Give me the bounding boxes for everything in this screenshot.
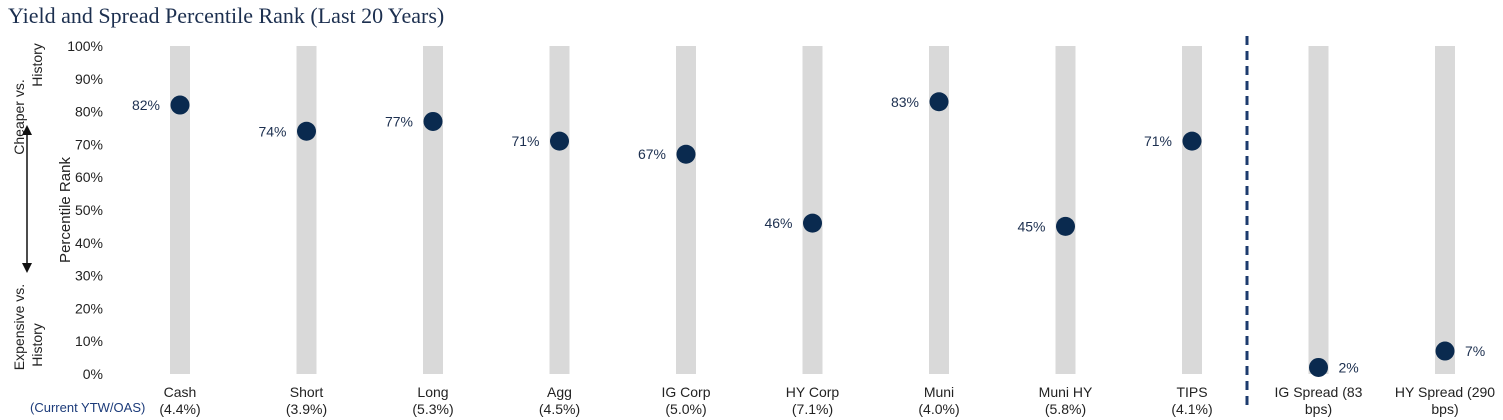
range-band	[296, 46, 317, 374]
data-label: 82%	[132, 97, 160, 113]
data-point	[676, 144, 696, 164]
arrow-down-icon	[22, 263, 32, 273]
data-point	[1309, 357, 1328, 377]
category-sublabel: bps)	[1305, 401, 1332, 417]
expensive-label-line2: History	[29, 323, 45, 367]
y-axis-title: Percentile Rank	[57, 157, 74, 263]
y-tick-label: 100%	[67, 38, 103, 54]
category-sublabel: (5.3%)	[412, 401, 453, 417]
range-band	[929, 46, 949, 374]
range-band	[1055, 46, 1076, 374]
range-band	[676, 46, 696, 374]
x-subtitle: (Current YTW/OAS)	[30, 400, 145, 415]
data-label: 2%	[1339, 359, 1359, 375]
y-tick-label: 30%	[75, 268, 103, 284]
y-tick-label: 50%	[75, 202, 103, 218]
category-label: Long	[417, 384, 448, 400]
arrow-up-icon	[22, 125, 32, 135]
data-point	[297, 121, 316, 141]
category-label: HY Corp	[786, 384, 840, 400]
category-sublabel: (4.5%)	[539, 401, 580, 417]
range-band	[1308, 46, 1329, 374]
data-label: 71%	[511, 133, 539, 149]
y-tick-label: 20%	[75, 300, 103, 316]
data-label: 83%	[891, 94, 919, 110]
data-label: 45%	[1017, 218, 1045, 234]
data-label: 7%	[1465, 343, 1485, 359]
data-point	[423, 111, 443, 131]
category-label: Muni	[924, 384, 954, 400]
category-sublabel: bps)	[1431, 401, 1458, 417]
category-sublabel: (4.1%)	[1171, 401, 1212, 417]
category-label: HY Spread (290	[1395, 384, 1495, 400]
data-label: 67%	[638, 146, 666, 162]
category-label: Short	[290, 384, 324, 400]
y-tick-label: 60%	[75, 169, 103, 185]
range-band	[1182, 46, 1202, 374]
category-label: TIPS	[1176, 384, 1207, 400]
range-band	[802, 46, 823, 374]
data-point	[550, 131, 569, 151]
category-label: Cash	[164, 384, 197, 400]
data-point	[1056, 216, 1075, 236]
data-label: 71%	[1144, 133, 1172, 149]
y-tick-label: 10%	[75, 333, 103, 349]
cheaper-label-line2: History	[29, 43, 45, 87]
data-label: 46%	[764, 215, 792, 231]
category-sublabel: (4.0%)	[918, 401, 959, 417]
category-label: Muni HY	[1039, 384, 1093, 400]
y-tick-label: 80%	[75, 104, 103, 120]
y-tick-label: 40%	[75, 235, 103, 251]
category-label: IG Spread (83	[1275, 384, 1363, 400]
range-band	[549, 46, 570, 374]
category-sublabel: (7.1%)	[792, 401, 833, 417]
data-point	[1435, 341, 1455, 361]
chart-title: Yield and Spread Percentile Rank (Last 2…	[8, 3, 445, 28]
data-point	[1182, 131, 1202, 151]
y-tick-label: 90%	[75, 71, 103, 87]
data-label: 77%	[385, 113, 413, 129]
range-band	[423, 46, 443, 374]
y-tick-label: 0%	[83, 366, 103, 382]
range-band	[1435, 46, 1455, 374]
range-band	[170, 46, 190, 374]
category-sublabel: (4.4%)	[159, 401, 200, 417]
data-point	[803, 213, 822, 233]
category-sublabel: (3.9%)	[286, 401, 327, 417]
cheaper-label-line1: Cheaper vs.	[11, 79, 27, 154]
category-label: Agg	[547, 384, 572, 400]
category-sublabel: (5.8%)	[1045, 401, 1086, 417]
category-sublabel: (5.0%)	[665, 401, 706, 417]
data-point	[929, 92, 949, 112]
y-tick-label: 70%	[75, 136, 103, 152]
expensive-label-line1: Expensive vs.	[11, 284, 27, 370]
data-label: 74%	[258, 123, 286, 139]
data-point	[170, 95, 190, 115]
side-annotation: Cheaper vs. History Expensive vs. Histor…	[11, 43, 45, 370]
category-label: IG Corp	[661, 384, 710, 400]
